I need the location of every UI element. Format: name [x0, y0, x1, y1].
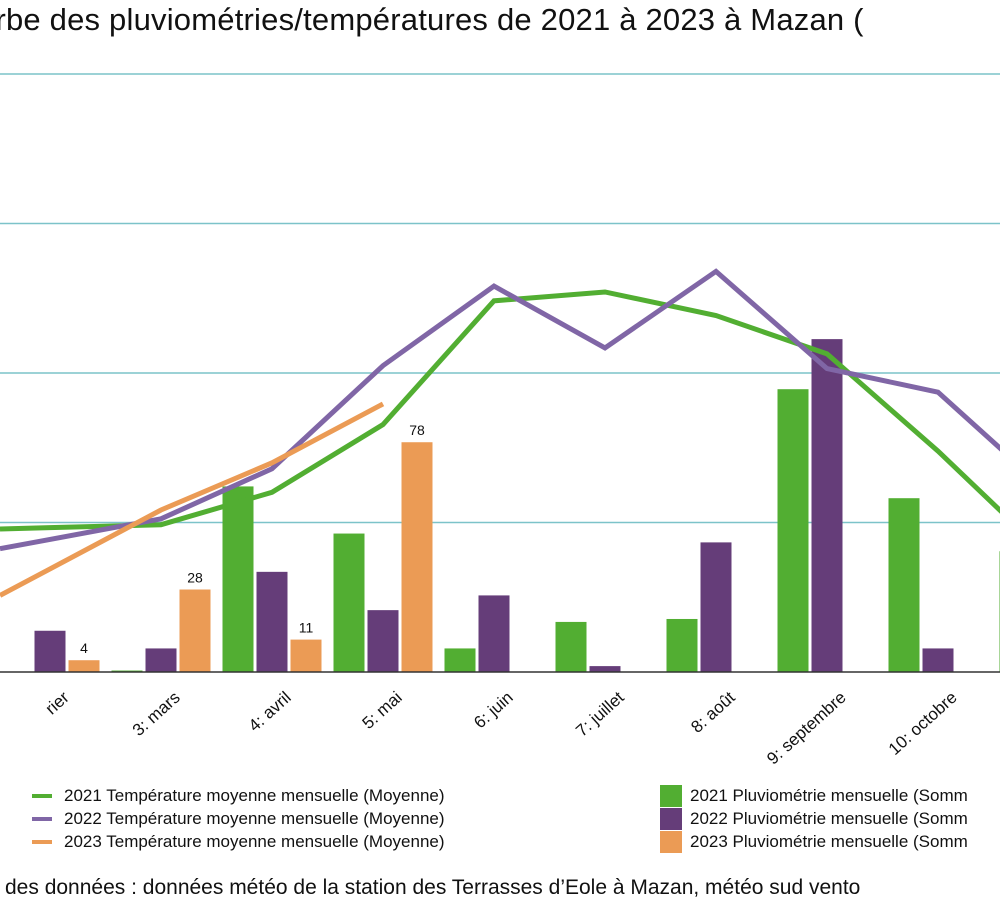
- temperature-line-2023: [0, 401, 385, 598]
- bar-2023-1: [179, 589, 211, 672]
- legend-bars: 2021 Pluviométrie mensuelle (Somm 2022 Pl…: [660, 785, 1000, 855]
- x-tick-label: 4: avril: [245, 688, 295, 736]
- x-tick-label: 3: mars: [129, 688, 184, 740]
- legend-line-icon: [32, 794, 52, 798]
- bar-2023-3: [401, 442, 433, 672]
- temperature-line-2022: [0, 268, 1000, 552]
- bar-2021-8: [888, 498, 920, 672]
- legend-label: 2021 Température moyenne mensuelle (Moye…: [64, 786, 445, 805]
- data-labels: 4 28 11 78: [80, 422, 425, 656]
- x-tick-label: 5: mai: [359, 688, 406, 733]
- legend-box-icon: [660, 785, 682, 807]
- bar-2023-0: [68, 660, 100, 672]
- x-tick-label: 7: juillet: [572, 688, 628, 741]
- legend-label: 2022 Température moyenne mensuelle (Moye…: [64, 809, 445, 828]
- bar-2021-5: [555, 621, 587, 672]
- bar-2022-4: [478, 595, 510, 672]
- x-tick-label: 10: octobre: [885, 688, 961, 759]
- bars: [34, 339, 1000, 672]
- source-note: rce des données : données météo de la st…: [0, 876, 861, 899]
- bar-2022-7: [811, 339, 843, 672]
- x-tick-labels: rier 3: mars 4: avril 5: mai 6: juin 7: juill…: [42, 688, 961, 769]
- legend-line-icon: [32, 840, 52, 844]
- bar-2021-6: [666, 618, 698, 672]
- chart: 4 28 11 78 rier 3: mars 4: avril 5: mai 6: juin…: [0, 73, 1000, 769]
- bar-2023-2: [290, 639, 322, 672]
- legend-label: 2021 Pluviométrie mensuelle (Somm: [690, 786, 968, 805]
- legend-box-icon: [660, 808, 682, 830]
- bar-2022-8: [922, 648, 954, 672]
- bar-2021-4: [444, 648, 476, 672]
- bar-2021-2: [222, 486, 254, 672]
- bar-2021-7: [777, 389, 809, 672]
- data-label: 28: [187, 570, 203, 586]
- bar-2022-1: [145, 648, 177, 672]
- chart-title: urbe des pluviométries/températures de 2…: [0, 2, 864, 37]
- bar-2021-3: [333, 533, 365, 672]
- bar-2022-3: [367, 610, 399, 672]
- legend-label: 2023 Température moyenne mensuelle (Moye…: [64, 832, 445, 851]
- bar-2022-0: [34, 630, 66, 672]
- x-tick-label: 9: septembre: [763, 688, 849, 769]
- bar-2022-5: [589, 666, 621, 672]
- x-tick-label: rier: [42, 688, 73, 719]
- legend-line-icon: [32, 817, 52, 821]
- data-label: 78: [409, 422, 425, 438]
- data-label: 11: [299, 620, 314, 636]
- legend-label: 2022 Pluviométrie mensuelle (Somm: [690, 809, 968, 828]
- bar-2022-2: [256, 571, 288, 672]
- bar-2022-6: [700, 542, 732, 672]
- legend-box-icon: [660, 831, 682, 853]
- legend-label: 2023 Pluviométrie mensuelle (Somm: [690, 832, 968, 851]
- lines: [0, 268, 1000, 598]
- legend-lines: 2021 Température moyenne mensuelle (Moye…: [32, 785, 552, 855]
- data-label: 4: [80, 640, 88, 656]
- x-tick-label: 8: août: [687, 688, 739, 737]
- x-tick-label: 6: juin: [470, 688, 516, 732]
